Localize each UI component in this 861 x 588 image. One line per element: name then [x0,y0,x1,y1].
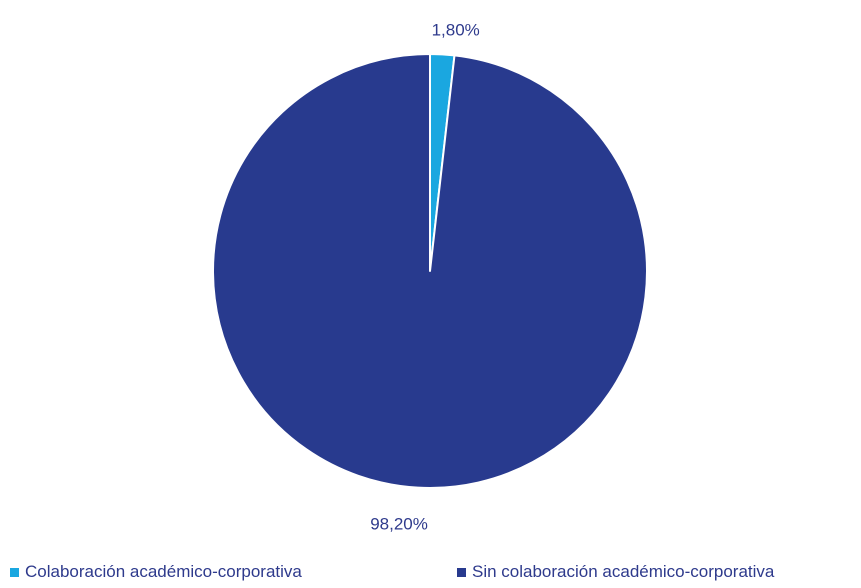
pie-slice-sin-colaboracion [212,53,649,489]
legend-label-sin-colaboracion: Sin colaboración académico-corporativa [472,562,775,581]
legend-label-colaboracion: Colaboración académico-corporativa [25,562,302,581]
data-label-sin-colaboracion: 98,20% [370,515,428,534]
pie-data-labels: 1,80% 98,20% [370,20,480,533]
legend-item-colaboracion: Colaboración académico-corporativa [10,562,302,582]
legend-item-sin-colaboracion: Sin colaboración académico-corporativa [457,562,774,582]
legend: Colaboración académico-corporativa Sin c… [0,562,861,586]
legend-swatch-sin-colaboracion [457,567,466,577]
data-label-colaboracion: 1,80% [432,20,480,39]
legend-swatch-colaboracion [10,567,19,577]
pie-slices [212,53,649,489]
